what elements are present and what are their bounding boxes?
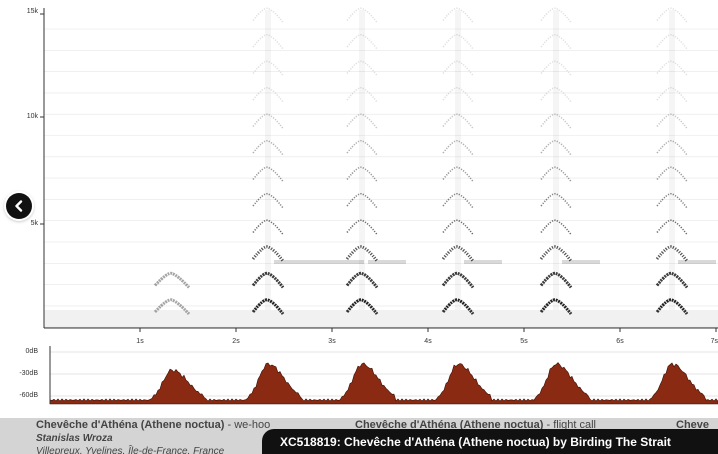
db-tick-30: -30dB — [19, 370, 38, 377]
time-tick-5s: 5s — [520, 338, 528, 345]
db-tick-60: -60dB — [19, 392, 38, 399]
time-tick-3s: 3s — [328, 338, 336, 345]
previous-button[interactable] — [6, 193, 32, 219]
recording-caption: XC518819: Chevêche d'Athéna (Athene noct… — [262, 429, 718, 454]
spectrogram: 15k 10k 5k 1s 2s 3s 4s 5s 6s 7s — [26, 7, 718, 345]
recording-separator-2: - — [543, 419, 554, 431]
db-tick-0: 0dB — [25, 348, 38, 355]
call-harmonics — [441, 7, 502, 315]
freq-tick-10k: 10k — [26, 113, 38, 120]
call-harmonics — [345, 7, 406, 315]
spectrogram-canvas — [40, 7, 718, 332]
time-tick-7s: 7s — [710, 338, 718, 345]
recording-title-2[interactable]: Chevêche d'Athéna (Athene noctua) - flig… — [355, 419, 596, 431]
time-tick-2s: 2s — [232, 338, 240, 345]
time-tick-6s: 6s — [616, 338, 624, 345]
freq-tick-5k: 5k — [30, 220, 38, 227]
oscillogram-envelope — [49, 362, 718, 405]
recording-title[interactable]: Chevêche d'Athéna (Athene noctua) - we-h… — [36, 419, 270, 431]
oscillogram-canvas — [49, 346, 718, 405]
spectrogram-calls — [153, 7, 716, 316]
recording-separator: - — [224, 419, 235, 431]
call-harmonics — [539, 7, 600, 315]
recording-species-2[interactable]: Chevêche d'Athéna (Athene noctua) — [355, 419, 544, 431]
call-harmonics — [251, 7, 364, 315]
time-tick-4s: 4s — [424, 338, 432, 345]
recording-location: Villepreux, Yvelines, Île-de-France, Fra… — [36, 446, 225, 454]
spectrogram-gridlines — [40, 13, 718, 332]
recording-species[interactable]: Chevêche d'Athéna (Athene noctua) — [36, 419, 225, 431]
call-harmonics — [655, 7, 716, 315]
oscillogram: 0dB -30dB -60dB — [0, 340, 718, 410]
recording-author[interactable]: Stanislas Wroza — [36, 433, 113, 444]
recording-species-3[interactable]: Cheve — [676, 419, 710, 431]
call-harmonics — [153, 271, 191, 316]
recording-title-3[interactable]: Cheve — [676, 419, 709, 431]
recording-comment-2: flight call — [553, 419, 596, 431]
recording-comment: we-hoo — [234, 419, 271, 431]
spectrogram-area — [44, 8, 718, 328]
noise-floor — [44, 310, 718, 328]
freq-tick-15k: 15k — [26, 8, 38, 15]
chevron-left-icon — [15, 200, 23, 212]
time-tick-1s: 1s — [136, 338, 144, 345]
